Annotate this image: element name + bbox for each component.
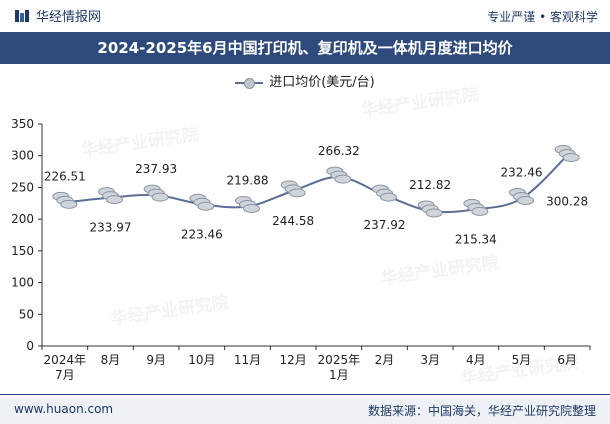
- legend-line-icon: [235, 77, 264, 89]
- data-label: 215.34: [455, 232, 497, 246]
- data-point: [372, 184, 397, 202]
- brand: 华经情报网: [14, 6, 101, 25]
- footer: www.huaon.com 数据来源：中国海关，华经产业研究院整理: [0, 397, 610, 424]
- data-label: 232.46: [501, 166, 543, 180]
- top-bar: 华经情报网 专业严谨 • 客观科学: [0, 0, 610, 32]
- x-tick-label: 6月: [557, 353, 577, 367]
- data-point: [52, 191, 78, 209]
- y-tick-label: 300: [11, 149, 34, 163]
- legend: 进口均价(美元/台): [0, 71, 610, 90]
- data-point: [326, 166, 352, 184]
- x-tick-label: 12月: [280, 353, 307, 367]
- slogan: 专业严谨 • 客观科学: [487, 10, 598, 24]
- data-point: [98, 187, 123, 205]
- x-tick-label: 8月: [101, 353, 121, 367]
- data-label: 300.28: [546, 195, 588, 209]
- data-point: [280, 180, 306, 198]
- footer-website: www.huaon.com: [14, 402, 114, 416]
- x-tick-label: 10月: [188, 353, 215, 367]
- data-label: 233.97: [90, 221, 132, 235]
- data-label: 219.88: [227, 174, 269, 188]
- y-tick-label: 100: [11, 276, 34, 290]
- x-tick-label: 11月: [234, 353, 261, 367]
- x-tick-label: 5月: [512, 353, 532, 367]
- y-tick-label: 0: [26, 339, 34, 353]
- x-tick-label: 2024年 7月: [44, 353, 87, 382]
- x-tick-label: 4月: [466, 353, 486, 367]
- y-tick-label: 200: [11, 212, 34, 226]
- data-label: 212.82: [409, 178, 451, 192]
- data-label: 226.51: [44, 169, 86, 183]
- brand-logo-icon: [15, 9, 29, 22]
- data-label: 223.46: [181, 227, 223, 241]
- x-tick-label: 9月: [146, 353, 166, 367]
- x-tick-label: 2月: [375, 353, 395, 367]
- data-label: 266.32: [318, 144, 360, 158]
- data-point: [417, 200, 443, 218]
- data-point: [554, 145, 580, 163]
- legend-label: 进口均价(美元/台): [269, 75, 375, 90]
- y-tick-label: 50: [19, 307, 34, 321]
- x-tick-label: 2025年 1月: [318, 353, 361, 382]
- data-point: [509, 188, 534, 206]
- chart-title: 2024-2025年6月中国打印机、复印机及一体机月度进口均价: [0, 32, 610, 64]
- data-label: 244.58: [272, 214, 314, 228]
- brand-name: 华经情报网: [36, 10, 102, 25]
- y-tick-label: 350: [11, 117, 34, 131]
- data-point: [189, 193, 215, 211]
- data-point: [235, 196, 260, 214]
- footer-divider: [0, 394, 610, 395]
- line-chart: 0 50 100 150 200 250 300 350 2024年 7月 8月 9月 10月 11月 12…: [11, 117, 591, 382]
- footer-source: 数据来源：中国海关，华经产业研究院整理: [367, 404, 596, 418]
- data-point: [143, 184, 169, 202]
- data-label: 237.93: [135, 162, 177, 176]
- data-point: [463, 198, 489, 216]
- y-tick-label: 150: [11, 244, 34, 258]
- y-tick-label: 250: [11, 180, 34, 194]
- data-label: 237.92: [364, 218, 406, 232]
- x-tick-label: 3月: [420, 353, 440, 367]
